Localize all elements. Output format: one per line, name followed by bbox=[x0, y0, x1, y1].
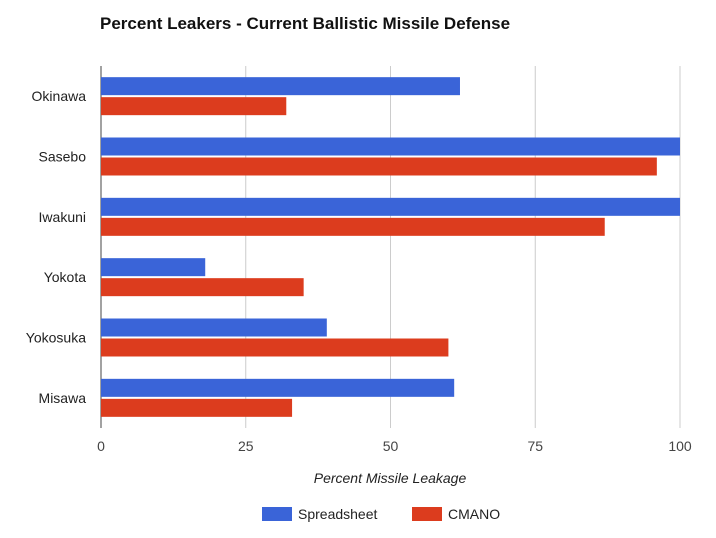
category-label: Iwakuni bbox=[39, 209, 86, 225]
x-tick-labels: 0 25 50 75 100 bbox=[97, 438, 692, 454]
legend: Spreadsheet CMANO bbox=[262, 506, 500, 522]
x-tick-label: 100 bbox=[668, 438, 692, 454]
bar-spreadsheet bbox=[101, 258, 206, 277]
x-axis-title: Percent Missile Leakage bbox=[314, 470, 467, 486]
bar-spreadsheet bbox=[101, 318, 327, 337]
legend-swatch bbox=[262, 507, 292, 521]
bar-cmano bbox=[101, 398, 293, 417]
bar-spreadsheet bbox=[101, 137, 680, 156]
bar-cmano bbox=[101, 157, 657, 176]
category-label: Misawa bbox=[39, 390, 87, 406]
bar-cmano bbox=[101, 338, 449, 357]
bar-cmano bbox=[101, 217, 605, 236]
bar-spreadsheet bbox=[101, 197, 680, 216]
x-tick-label: 25 bbox=[238, 438, 254, 454]
legend-label: CMANO bbox=[448, 506, 500, 522]
chart-title: Percent Leakers - Current Ballistic Miss… bbox=[100, 14, 511, 33]
x-tick-label: 75 bbox=[527, 438, 543, 454]
x-tick-label: 50 bbox=[383, 438, 399, 454]
legend-swatch bbox=[412, 507, 442, 521]
bars bbox=[101, 77, 680, 417]
bar-spreadsheet bbox=[101, 378, 455, 397]
gridlines bbox=[100, 66, 681, 428]
category-label: Yokosuka bbox=[26, 330, 86, 346]
legend-label: Spreadsheet bbox=[298, 506, 378, 522]
category-label: Sasebo bbox=[39, 149, 87, 165]
x-tick-label: 0 bbox=[97, 438, 105, 454]
bar-cmano bbox=[101, 97, 287, 116]
category-label: Yokota bbox=[44, 269, 87, 285]
category-labels: Okinawa Sasebo Iwakuni Yokota Yokosuka Misawa bbox=[26, 88, 86, 406]
bar-spreadsheet bbox=[101, 77, 460, 96]
bar-cmano bbox=[101, 278, 304, 297]
category-label: Okinawa bbox=[32, 88, 87, 104]
